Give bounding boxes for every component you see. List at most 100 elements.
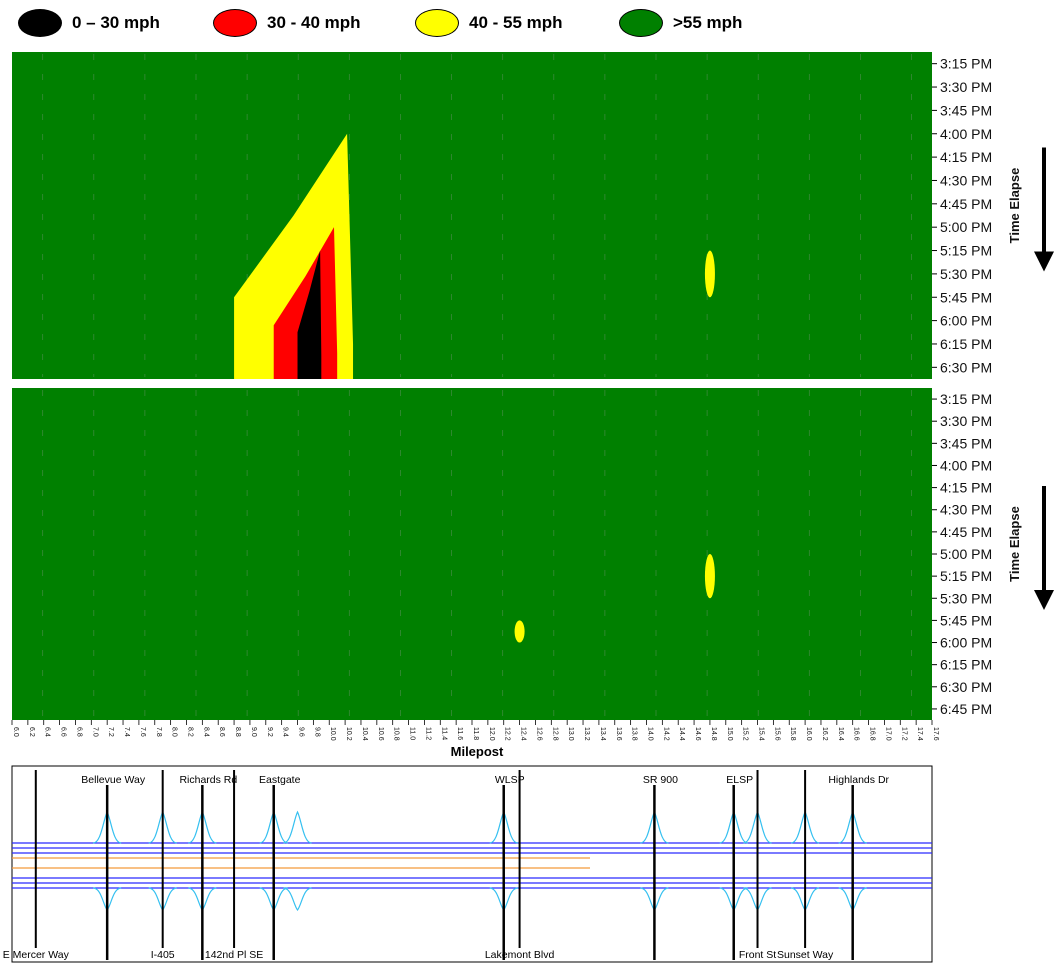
y-tick-label: 4:45 PM xyxy=(940,196,992,212)
x-tick-label: 11.0 xyxy=(409,727,416,740)
y-tick-label: 3:45 PM xyxy=(940,435,992,451)
x-tick-label: 10.4 xyxy=(361,727,368,741)
x-tick-label: 8.4 xyxy=(202,727,209,737)
speed-region xyxy=(515,620,525,642)
time-arrow-head xyxy=(1034,252,1054,272)
x-tick-label: 10.0 xyxy=(329,727,336,741)
y-tick-label: 3:30 PM xyxy=(940,79,992,95)
x-tick-label: 14.2 xyxy=(662,727,669,741)
map-label-top: Bellevue Way xyxy=(81,774,146,786)
x-tick-label: 6.8 xyxy=(75,727,82,737)
x-tick-label: 14.4 xyxy=(678,727,685,741)
x-tick-label: 12.2 xyxy=(504,727,511,741)
map-label-bottom: Sunset Way xyxy=(777,949,834,961)
x-tick-label: 7.4 xyxy=(123,727,130,737)
y-tick-label: 4:15 PM xyxy=(940,149,992,165)
x-tick-label: 9.6 xyxy=(298,727,305,737)
heatmap-panel-bottom: 3:15 PM 3:30 PM 3:45 PM 4:00 PM 4:15 PM 4:30 … xyxy=(12,388,1054,720)
x-tick-label: 17.2 xyxy=(900,727,907,741)
y-tick-label: 5:00 PM xyxy=(940,546,992,562)
map-label-top: Eastgate xyxy=(259,774,301,786)
x-tick-label: 16.4 xyxy=(837,727,844,741)
y-tick-label: 6:30 PM xyxy=(940,679,992,695)
y-tick-label: 5:00 PM xyxy=(940,219,992,235)
y-tick-label: 5:30 PM xyxy=(940,266,992,282)
x-tick-label: 11.8 xyxy=(472,727,479,740)
y-tick-label: 4:15 PM xyxy=(940,480,992,496)
heatmap-background xyxy=(12,52,932,379)
corridor-map: Bellevue Way Richards Rd Eastgate WLSP SR 90… xyxy=(3,766,932,962)
y-tick-label: 5:45 PM xyxy=(940,612,992,628)
y-tick-label: 5:15 PM xyxy=(940,243,992,259)
heatmap-panel-top: 3:15 PM 3:30 PM 3:45 PM 4:00 PM 4:15 PM 4:30 … xyxy=(12,52,1054,379)
y-tick-label: 6:15 PM xyxy=(940,657,992,673)
y-tick-label: 6:00 PM xyxy=(940,635,992,651)
time-arrow-head xyxy=(1034,590,1054,610)
x-tick-label: 7.0 xyxy=(91,727,98,737)
y-tick-label: 4:30 PM xyxy=(940,502,992,518)
x-tick-label: 7.2 xyxy=(107,727,114,737)
map-label-bottom: 142nd Pl SE xyxy=(205,949,263,961)
x-tick-label: 17.4 xyxy=(916,727,923,741)
x-tick-label: 7.6 xyxy=(139,727,146,737)
x-tick-label: 16.0 xyxy=(805,727,812,741)
y-tick-label: 3:45 PM xyxy=(940,102,992,118)
x-tick-label: 16.8 xyxy=(869,727,876,741)
x-tick-label: 15.2 xyxy=(742,727,749,741)
x-tick-label: 10.6 xyxy=(377,727,384,741)
x-tick-label: 9.8 xyxy=(313,727,320,737)
y-tick-label: 6:30 PM xyxy=(940,359,992,375)
x-tick-label: 10.2 xyxy=(345,727,352,741)
milepost-axis: 6.0 6.2 6.4 6.6 6.8 7.0 7.2 7.4 7.6 7.8 8.0 8.2 8.4 8… xyxy=(12,720,939,741)
x-tick-label: 13.6 xyxy=(615,727,622,741)
x-tick-label: 14.8 xyxy=(710,727,717,741)
heatmap-background xyxy=(12,388,932,720)
x-tick-label: 7.8 xyxy=(155,727,162,737)
x-tick-label: 6.0 xyxy=(12,727,19,737)
x-tick-label: 8.0 xyxy=(171,727,178,737)
x-tick-label: 14.6 xyxy=(694,727,701,741)
map-label-top: Highlands Dr xyxy=(828,774,889,786)
y-tick-label: 4:45 PM xyxy=(940,524,992,540)
x-tick-label: 12.0 xyxy=(488,727,495,741)
x-tick-label: 13.4 xyxy=(599,727,606,741)
y-tick-label: 5:45 PM xyxy=(940,289,992,305)
x-tick-label: 12.4 xyxy=(520,727,527,741)
speed-region xyxy=(705,554,715,598)
y-tick-label: 5:15 PM xyxy=(940,568,992,584)
y-tick-label: 6:45 PM xyxy=(940,701,992,717)
x-tick-label: 8.2 xyxy=(186,727,193,737)
x-tick-label: 12.8 xyxy=(551,727,558,741)
x-tick-label: 8.8 xyxy=(234,727,241,737)
x-tick-label: 13.0 xyxy=(567,727,574,741)
x-tick-label: 16.6 xyxy=(853,727,860,741)
x-tick-label: 9.4 xyxy=(282,727,289,737)
map-label-top: Richards Rd xyxy=(179,774,237,786)
x-tick-label: 13.2 xyxy=(583,727,590,741)
x-tick-label: 11.2 xyxy=(424,727,431,740)
speed-region xyxy=(705,251,715,298)
x-tick-label: 10.8 xyxy=(393,727,400,741)
map-label-bottom: Front St xyxy=(739,949,776,961)
x-tick-label: 11.6 xyxy=(456,727,463,740)
x-tick-label: 6.2 xyxy=(28,727,35,737)
y-tick-label: 3:15 PM xyxy=(940,56,992,72)
map-label-top: SR 900 xyxy=(643,774,678,786)
x-tick-label: 17.0 xyxy=(884,727,891,741)
y-tick-label: 6:00 PM xyxy=(940,313,992,329)
x-tick-label: 16.2 xyxy=(821,727,828,741)
y-tick-label: 3:15 PM xyxy=(940,391,992,407)
x-tick-label: 9.2 xyxy=(266,727,273,737)
x-tick-label: 15.8 xyxy=(789,727,796,741)
map-frame xyxy=(12,766,932,962)
map-label-bottom: E Mercer Way xyxy=(3,949,70,961)
y-tick-label: 4:00 PM xyxy=(940,126,992,142)
x-tick-label: 15.6 xyxy=(773,727,780,741)
x-tick-label: 6.6 xyxy=(60,727,67,737)
x-tick-label: 13.8 xyxy=(631,727,638,741)
map-label-top: ELSP xyxy=(726,774,753,786)
x-tick-label: 15.0 xyxy=(726,727,733,741)
x-tick-label: 9.0 xyxy=(250,727,257,737)
x-tick-label: 11.4 xyxy=(440,727,447,740)
